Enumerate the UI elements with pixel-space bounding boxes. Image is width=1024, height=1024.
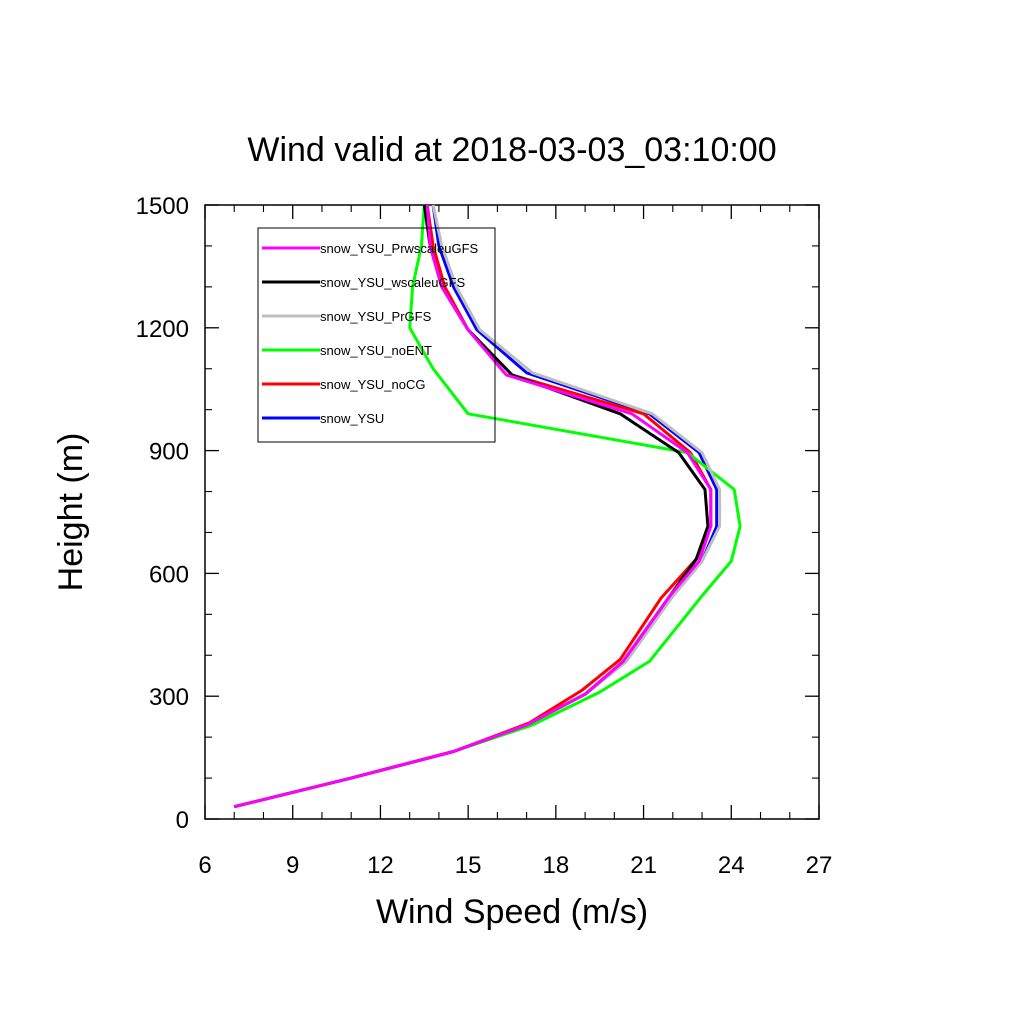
- x-tick-label: 9: [286, 852, 299, 879]
- x-tick-label: 18: [543, 852, 570, 879]
- plot-area: 6 9 12 15 18 21 24 27 0 300 600 900 1200 1500: [136, 193, 833, 879]
- series-line-snow_YSU_noENT: [233, 204, 742, 809]
- y-tick-label: 300: [149, 684, 189, 711]
- y-tick-label: 1200: [136, 316, 189, 343]
- y-tick-label: 0: [176, 807, 189, 834]
- x-tick-label: 24: [718, 852, 745, 879]
- legend-label: snow_YSU_noENT: [320, 343, 432, 358]
- y-axis-label: Height (m): [52, 433, 90, 592]
- legend-label: snow_YSU: [320, 411, 384, 426]
- x-axis-label: Wind Speed (m/s): [376, 893, 648, 931]
- series-line-snow_YSU_wscaleuGFS: [233, 204, 710, 809]
- series-line-snow_YSU_PrwscaleuGFS: [233, 204, 713, 809]
- x-tick-label: 27: [806, 852, 833, 879]
- chart-title: Wind valid at 2018-03-03_03:10:00: [247, 131, 776, 169]
- legend: snow_YSU_PrwscaleuGFS snow_YSU_wscaleuGFS…: [257, 227, 496, 443]
- y-tick-label: 1500: [136, 193, 189, 220]
- series-line-snow_YSU_noCG: [233, 204, 713, 809]
- series-line-snow_YSU_PrGFS: [233, 204, 722, 809]
- plot-frame: [204, 204, 820, 820]
- legend-label: snow_YSU_PrwscaleuGFS: [320, 241, 479, 256]
- y-tick-label: 900: [149, 439, 189, 466]
- x-tick-label: 15: [455, 852, 482, 879]
- y-tick-label: 600: [149, 561, 189, 588]
- x-tick-label: 21: [630, 852, 657, 879]
- x-tick-label: 12: [367, 852, 394, 879]
- legend-box: [257, 227, 496, 443]
- series-line-snow_YSU: [233, 204, 719, 809]
- x-tick-label: 6: [198, 852, 211, 879]
- legend-label: snow_YSU_noCG: [320, 377, 426, 392]
- legend-label: snow_YSU_wscaleuGFS: [320, 275, 466, 290]
- legend-label: snow_YSU_PrGFS: [320, 309, 432, 324]
